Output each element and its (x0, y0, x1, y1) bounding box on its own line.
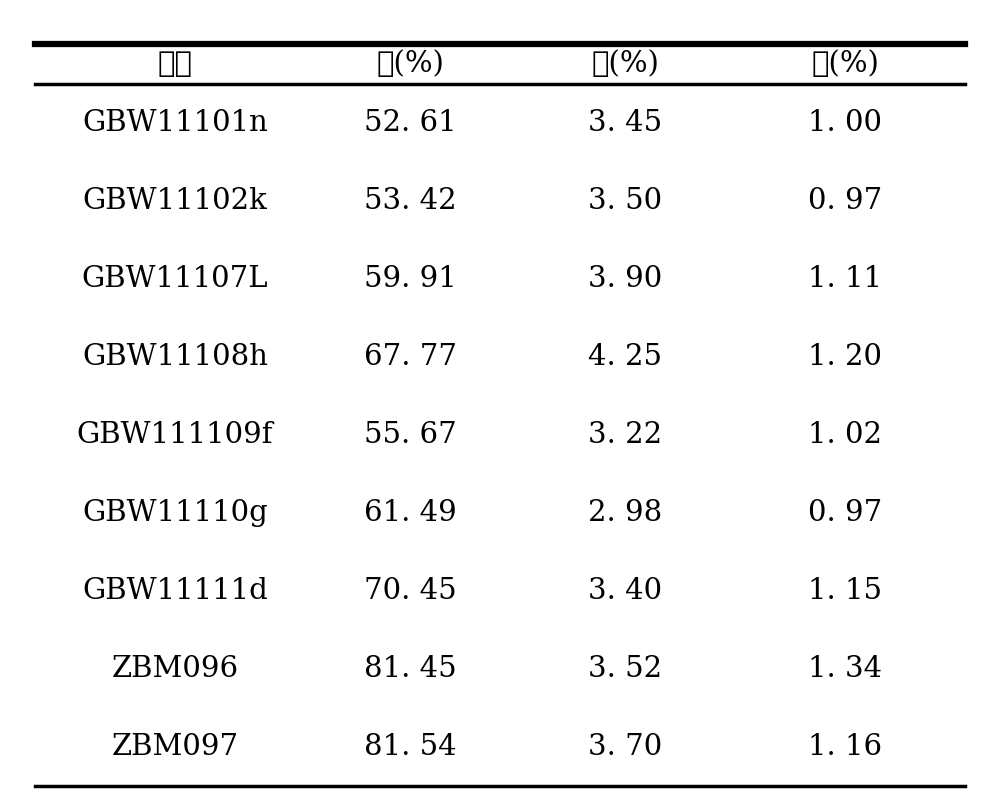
Text: 81. 54: 81. 54 (364, 733, 456, 761)
Text: 1. 15: 1. 15 (808, 577, 882, 605)
Text: 3. 70: 3. 70 (588, 733, 662, 761)
Text: 1. 11: 1. 11 (808, 265, 882, 294)
Text: 3. 40: 3. 40 (588, 577, 662, 605)
Text: 4. 25: 4. 25 (588, 343, 662, 371)
Text: 3. 90: 3. 90 (588, 265, 662, 294)
Text: GBW11110g: GBW11110g (82, 499, 268, 527)
Text: GBW11102k: GBW11102k (83, 187, 267, 215)
Text: 氮(%): 氮(%) (811, 51, 879, 78)
Text: GBW111109f: GBW111109f (77, 421, 273, 449)
Text: 67. 77: 67. 77 (364, 343, 456, 371)
Text: 3. 22: 3. 22 (588, 421, 662, 449)
Text: 61. 49: 61. 49 (364, 499, 456, 527)
Text: 53. 42: 53. 42 (364, 187, 456, 215)
Text: 81. 45: 81. 45 (364, 655, 456, 683)
Text: 59. 91: 59. 91 (364, 265, 456, 294)
Text: 52. 61: 52. 61 (364, 109, 456, 137)
Text: GBW11108h: GBW11108h (82, 343, 268, 371)
Text: 0. 97: 0. 97 (808, 499, 882, 527)
Text: 70. 45: 70. 45 (364, 577, 456, 605)
Text: 氢(%): 氢(%) (591, 51, 659, 78)
Text: 1. 20: 1. 20 (808, 343, 882, 371)
Text: GBW11101n: GBW11101n (82, 109, 268, 137)
Text: 0. 97: 0. 97 (808, 187, 882, 215)
Text: GBW11107L: GBW11107L (82, 265, 268, 294)
Text: 3. 50: 3. 50 (588, 187, 662, 215)
Text: 1. 00: 1. 00 (808, 109, 882, 137)
Text: 3. 45: 3. 45 (588, 109, 662, 137)
Text: 1. 16: 1. 16 (808, 733, 882, 761)
Text: ZBM096: ZBM096 (111, 655, 239, 683)
Text: GBW11111d: GBW11111d (82, 577, 268, 605)
Text: 2. 98: 2. 98 (588, 499, 662, 527)
Text: 1. 02: 1. 02 (808, 421, 882, 449)
Text: 1. 34: 1. 34 (808, 655, 882, 683)
Text: 55. 67: 55. 67 (364, 421, 456, 449)
Text: 3. 52: 3. 52 (588, 655, 662, 683)
Text: 编号: 编号 (158, 51, 192, 78)
Text: 碳(%): 碳(%) (376, 51, 444, 78)
Text: ZBM097: ZBM097 (111, 733, 239, 761)
